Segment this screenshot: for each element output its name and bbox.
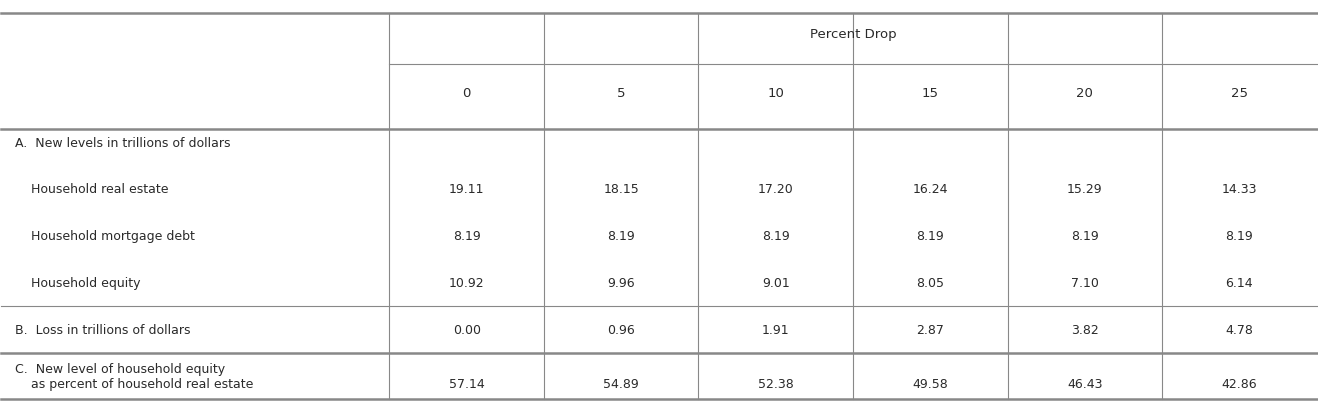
- Text: Household mortgage debt: Household mortgage debt: [14, 229, 195, 243]
- Text: B.  Loss in trillions of dollars: B. Loss in trillions of dollars: [14, 323, 190, 336]
- Text: 8.19: 8.19: [916, 229, 944, 243]
- Text: 25: 25: [1231, 86, 1248, 99]
- Text: 49.58: 49.58: [912, 377, 948, 390]
- Text: Household equity: Household equity: [14, 276, 140, 289]
- Text: Household real estate: Household real estate: [14, 183, 167, 196]
- Text: 8.19: 8.19: [762, 229, 789, 243]
- Text: 2.87: 2.87: [916, 323, 944, 336]
- Text: 17.20: 17.20: [758, 183, 793, 196]
- Text: 0.00: 0.00: [452, 323, 481, 336]
- Text: 16.24: 16.24: [912, 183, 948, 196]
- Text: 9.96: 9.96: [608, 276, 635, 289]
- Text: 0.96: 0.96: [608, 323, 635, 336]
- Text: 54.89: 54.89: [604, 377, 639, 390]
- Text: 8.19: 8.19: [608, 229, 635, 243]
- Text: C.  New level of household equity: C. New level of household equity: [14, 362, 224, 375]
- Text: 9.01: 9.01: [762, 276, 789, 289]
- Text: 10.92: 10.92: [449, 276, 485, 289]
- Text: 5: 5: [617, 86, 626, 99]
- Text: 3.82: 3.82: [1072, 323, 1099, 336]
- Text: 1.91: 1.91: [762, 323, 789, 336]
- Text: 7.10: 7.10: [1070, 276, 1099, 289]
- Text: 8.19: 8.19: [1226, 229, 1253, 243]
- Text: 15: 15: [921, 86, 938, 99]
- Text: 0: 0: [463, 86, 471, 99]
- Text: 20: 20: [1077, 86, 1093, 99]
- Text: 14.33: 14.33: [1222, 183, 1257, 196]
- Text: 46.43: 46.43: [1068, 377, 1103, 390]
- Text: 8.19: 8.19: [1072, 229, 1099, 243]
- Text: 42.86: 42.86: [1222, 377, 1257, 390]
- Text: A.  New levels in trillions of dollars: A. New levels in trillions of dollars: [14, 137, 231, 150]
- Text: 8.05: 8.05: [916, 276, 944, 289]
- Text: 8.19: 8.19: [453, 229, 481, 243]
- Text: 19.11: 19.11: [449, 183, 485, 196]
- Text: 15.29: 15.29: [1068, 183, 1103, 196]
- Text: Percent Drop: Percent Drop: [809, 28, 896, 41]
- Text: 18.15: 18.15: [604, 183, 639, 196]
- Text: as percent of household real estate: as percent of household real estate: [14, 377, 253, 390]
- Text: 6.14: 6.14: [1226, 276, 1253, 289]
- Text: 52.38: 52.38: [758, 377, 793, 390]
- Text: 57.14: 57.14: [448, 377, 485, 390]
- Text: 4.78: 4.78: [1226, 323, 1253, 336]
- Text: 10: 10: [767, 86, 784, 99]
